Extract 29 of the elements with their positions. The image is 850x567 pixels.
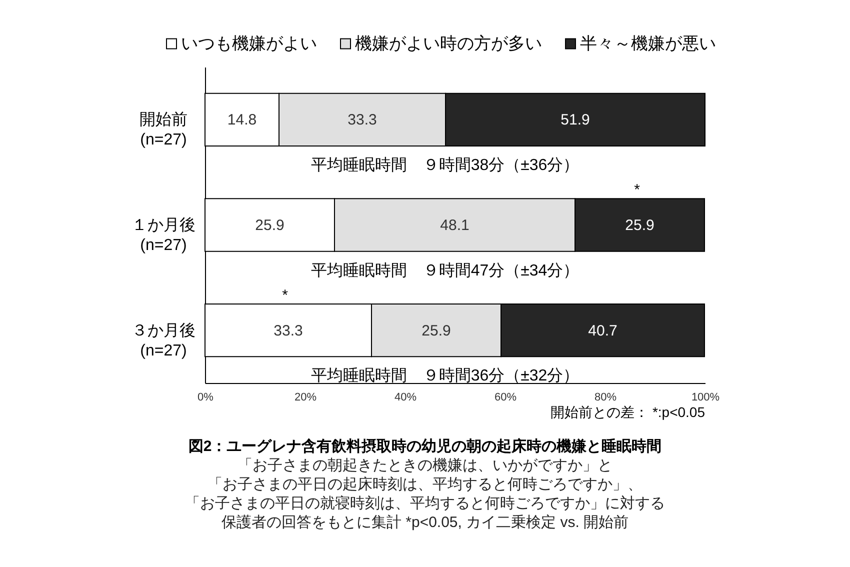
y-tick-label: ３か月後 (n=27)	[132, 321, 196, 360]
text: 図2：ユーグレナ含有飲料摂取時の幼児の朝の起床時の機嫌と睡眠時間	[188, 437, 662, 455]
x-tick-label: 40%	[394, 392, 417, 404]
annotation: *	[282, 287, 288, 304]
annotation: 平均睡眠時間 ９時間36分（±32分）	[310, 366, 580, 385]
x-tick-label: 60%	[494, 392, 517, 404]
x-tick-label: 0%	[198, 392, 214, 404]
y-tick-label: 開始前 (n=27)	[140, 110, 188, 149]
y-tick-label: １か月後 (n=27)	[132, 216, 196, 254]
data-label: 25.9	[422, 322, 451, 340]
text: 開始前との差： *:p<0.05	[550, 404, 706, 420]
data-label: 33.3	[348, 112, 377, 129]
x-tick-label: 80%	[594, 392, 617, 404]
legend-label: 機嫌がよい時の方が多い	[355, 34, 542, 53]
x-tick-label: 100%	[691, 392, 720, 404]
annotation: *	[634, 182, 640, 199]
legend-label: いつも機嫌がよい	[181, 34, 317, 53]
data-label: 25.9	[625, 217, 654, 234]
data-label: 48.1	[440, 217, 470, 234]
data-label: 40.7	[588, 322, 618, 340]
legend-label: 半々～機嫌が悪い	[580, 34, 716, 53]
data-label: 14.8	[227, 112, 257, 129]
data-label: 51.9	[560, 112, 590, 129]
text: 「お子さまの朝起きたときの機嫌は、いかがですか」と「お子さまの平日の起床時刻は、平均すると何時ごろですか」、「お子さまの平日の就寝時刻は、平均すると何時ごろですか」に対する保護者の回答をもとに集計 *p<0.05, カイ二乗検定 vs. 開始前	[185, 457, 666, 531]
data-label: 25.9	[255, 217, 284, 234]
x-tick-label: 20%	[294, 392, 317, 404]
data-label: 33.3	[274, 322, 303, 340]
annotation: 平均睡眠時間 ９時間47分（±34分）	[310, 261, 580, 280]
annotation: 平均睡眠時間 ９時間38分（±36分）	[310, 156, 580, 174]
